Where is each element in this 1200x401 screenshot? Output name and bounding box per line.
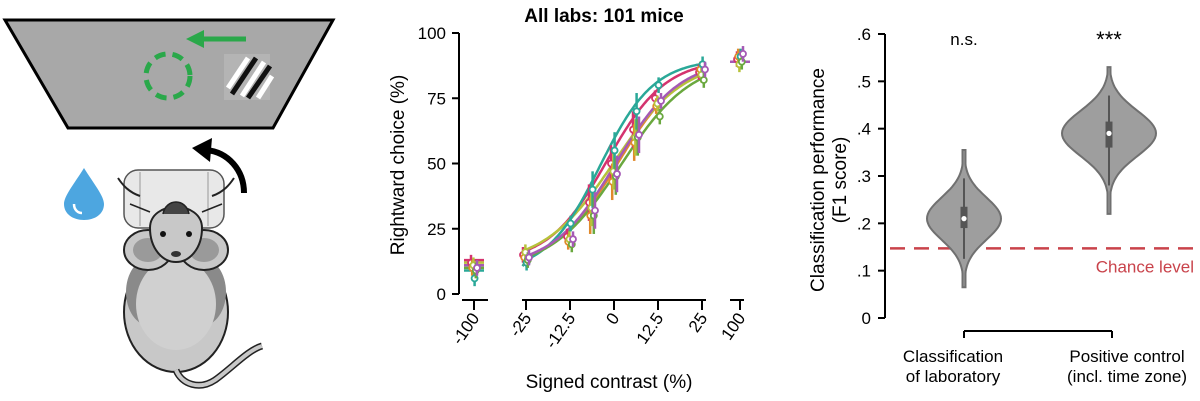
data-point [699,76,708,84]
psychometric-x-ticks: -100 -25 -12.5 0 12.5 25 100 [448,299,749,352]
mouse-icon [117,169,264,389]
violin-y-tick-label: .6 [857,25,871,44]
violin-ylabel-line-1: Classification performance [808,68,829,292]
x-tick-label: -25 [506,309,536,340]
gabor-stimulus-icon [224,54,275,100]
category-2-label-line-2: (incl. time zone) [1067,367,1187,386]
psychometric-y-ticks: 0 25 50 75 100 [418,24,459,304]
data-point [657,96,665,105]
category-2-label-line-1: Positive control [1069,347,1184,366]
x-tick-label: -100 [448,309,483,348]
y-tick-label: 100 [418,24,446,43]
violins [925,66,1158,289]
data-point [655,112,664,121]
violin-y-tick-label: .4 [857,120,871,139]
water-drop-icon [64,168,104,220]
wheel-turn-arrow-icon [192,138,247,194]
psychometric-chart: All labs: 101 mice 0 25 50 75 100 -100 -25 -12… [388,6,750,393]
y-tick-label: 75 [427,89,446,108]
x-tick-label: 100 [717,309,749,343]
significance-2: *** [1096,27,1122,52]
psychometric-curves [464,60,750,272]
task-illustration [2,18,336,389]
data-point [739,49,747,58]
psychometric-title: All labs: 101 mice [524,6,683,27]
violin-y-tick-label: 0 [862,309,871,328]
data-point [473,263,481,272]
data-point [569,235,577,244]
x-tick-label: 0 [602,309,623,328]
violin-y-tick-label: .3 [857,167,871,186]
data-point [613,170,621,178]
psychometric-xlabel: Signed contrast (%) [526,372,693,393]
data-point [588,185,597,194]
violin-median [1106,130,1112,136]
y-tick-label: 50 [427,155,446,174]
y-tick-label: 0 [437,285,446,304]
violin-y-tick-label: .2 [857,214,871,233]
x-tick-label: -12.5 [541,309,579,352]
significance-1: n.s. [950,30,977,49]
data-point [654,81,663,90]
screen-icon [2,18,336,130]
x-tick-label: 25 [685,309,711,335]
category-1-label-line-2: of laboratory [906,367,1001,386]
target-circle-icon [143,51,193,101]
data-point [566,219,575,228]
x-tick-label: 12.5 [633,309,668,347]
violin-y-tick-label: .5 [857,72,871,91]
chance-level-label: Chance level [1096,257,1194,276]
data-point [525,253,533,262]
violin-chart: 0 .1 .2 .3 .4 .5 .6 Classification performance… [808,25,1196,386]
violin-y-ticks: 0 .1 .2 .3 .4 .5 .6 [857,25,885,328]
data-point [632,107,641,116]
category-1-label-line-1: Classification [903,347,1003,366]
data-point [591,206,599,215]
violin-ylabel-line-2: (F1 score) [830,137,851,224]
data-point [701,65,709,74]
data-point [610,146,619,155]
y-tick-label: 25 [427,220,446,239]
psychometric-points [467,46,747,287]
data-point [635,130,643,139]
psychometric-ylabel: Rightward choice (%) [388,75,409,256]
violin-median [961,216,967,222]
left-arrow-icon [186,30,246,48]
violin-y-tick-label: .1 [857,262,871,281]
